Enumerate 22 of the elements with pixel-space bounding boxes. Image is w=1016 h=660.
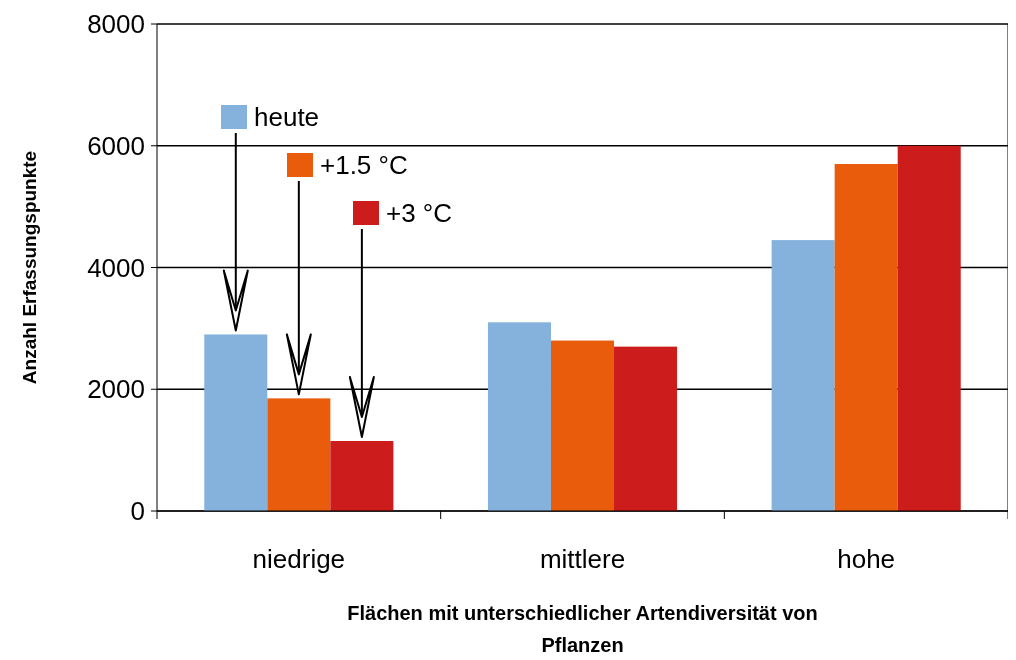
legend-label: heute xyxy=(254,102,320,133)
x-tick-label: hohe xyxy=(837,544,896,574)
bar xyxy=(267,398,331,511)
bar xyxy=(614,346,678,511)
x-tick-label: niedrige xyxy=(252,544,346,574)
bar xyxy=(550,340,615,511)
y-tick-label: 6000 xyxy=(87,130,145,161)
y-tick-label: 2000 xyxy=(87,374,145,405)
x-tick-label: mittlere xyxy=(539,544,626,574)
y-tick-label: 0 xyxy=(130,496,145,527)
bar xyxy=(771,240,835,511)
bar xyxy=(897,145,961,511)
legend-label: +3 °C xyxy=(386,198,453,229)
bar xyxy=(330,440,394,511)
x-axis-title: Flächen mit unterschiedlicher Artendiversität von Pflanzen xyxy=(347,602,818,656)
y-axis-title: Anzahl Erfassungspunkte xyxy=(19,150,40,385)
y-tick-label: 8000 xyxy=(87,9,145,40)
bar xyxy=(834,164,898,511)
bar xyxy=(204,334,268,511)
legend-label: +1.5 °C xyxy=(320,150,408,181)
y-tick-label: 4000 xyxy=(87,252,145,283)
bar xyxy=(487,322,551,511)
